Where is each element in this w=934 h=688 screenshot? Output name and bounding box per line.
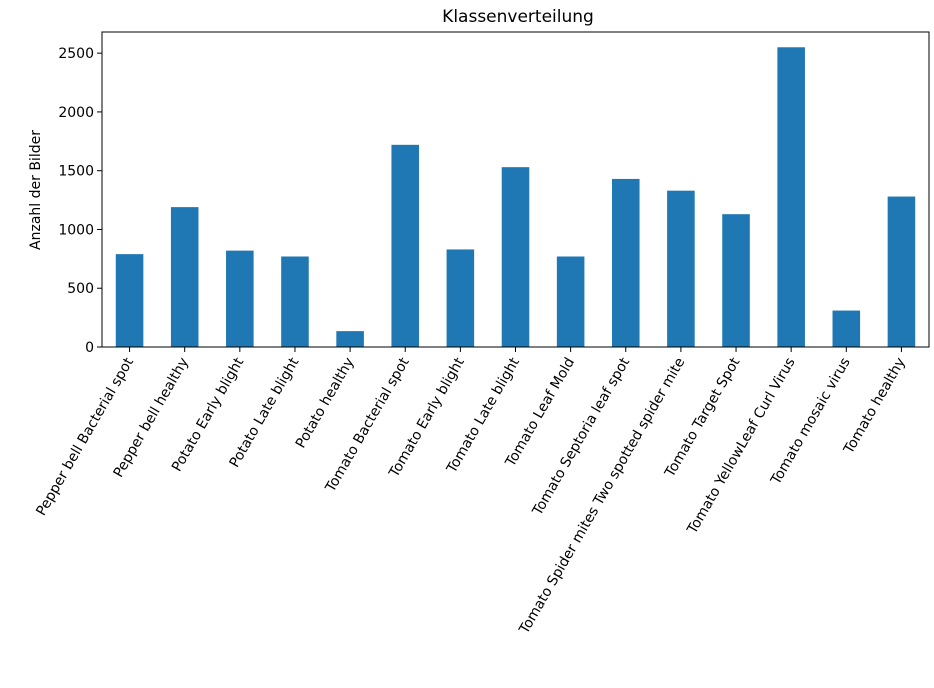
bar <box>170 207 199 347</box>
y-axis-label: Anzahl der Bilder <box>28 130 44 250</box>
bar <box>667 190 695 347</box>
bar <box>887 196 916 347</box>
bar <box>722 214 750 347</box>
x-tick-label: Tomato YellowLeaf Curl Virus <box>684 355 799 538</box>
bar <box>115 254 144 347</box>
plot-frame <box>101 31 930 348</box>
bar <box>336 331 364 347</box>
bar <box>281 256 309 347</box>
y-tick-label: 2500 <box>58 46 94 62</box>
x-tick-label: Tomato healthy <box>841 355 909 457</box>
x-tick-label: Tomato Septoria leaf spot <box>529 355 633 520</box>
chart-title: Klassenverteilung <box>442 7 594 27</box>
y-tick-label: 0 <box>85 340 94 356</box>
y-tick-label: 1000 <box>58 222 94 238</box>
bars-group <box>115 47 916 348</box>
x-tick-label: Potato healthy <box>293 355 358 451</box>
bar <box>226 250 254 347</box>
y-axis: 0 500 1000 1500 2000 2500 <box>58 46 102 356</box>
bar <box>391 144 420 347</box>
y-tick-label: 500 <box>67 281 94 297</box>
bar <box>446 249 475 347</box>
bar <box>611 178 640 347</box>
bar <box>501 167 530 347</box>
x-tick-label: Pepper bell Bacterial spot <box>33 355 137 519</box>
bar <box>556 256 585 347</box>
y-tick-label: 2000 <box>58 105 94 121</box>
bar <box>777 47 805 348</box>
bar <box>832 310 861 347</box>
y-tick-label: 1500 <box>58 164 94 180</box>
